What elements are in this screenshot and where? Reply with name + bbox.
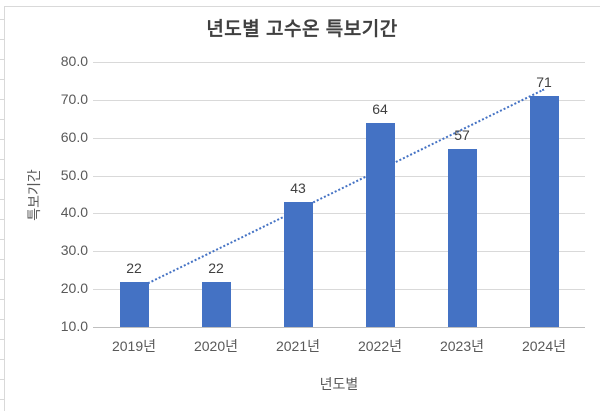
- gridline: [93, 62, 585, 63]
- x-tick-label: 2023년: [439, 338, 485, 354]
- x-tick-label: 2020년: [193, 338, 239, 354]
- x-tick-label: 2022년: [357, 338, 403, 354]
- y-tick-label: 70.0: [60, 90, 88, 107]
- data-label: 71: [536, 74, 552, 91]
- data-label: 22: [126, 259, 142, 276]
- gridline: [93, 213, 585, 215]
- gridline: [93, 137, 585, 139]
- chart-title: 년도별 고수온 특보기간: [206, 19, 398, 40]
- y-tick-label: 20.0: [60, 280, 88, 297]
- x-tick-label: 2024년: [521, 338, 567, 354]
- data-label: 57: [454, 127, 470, 144]
- bar-2019년: [119, 281, 149, 327]
- spreadsheet-rows-edge: [0, 0, 5, 411]
- y-tick-label: 10.0: [60, 318, 88, 334]
- gridline: [93, 175, 585, 177]
- y-tick-label: 80.0: [60, 53, 88, 69]
- y-tick-label: 60.0: [60, 128, 88, 145]
- bar-2023년: [447, 149, 477, 327]
- bar-2024년: [529, 96, 559, 327]
- y-tick-label: 30.0: [60, 242, 88, 259]
- x-axis-title: 년도별: [319, 376, 359, 392]
- data-label: 43: [290, 180, 306, 197]
- plot-area: 22 22 43 64 57 71: [93, 62, 585, 328]
- gridline: [93, 251, 585, 253]
- data-label: 22: [208, 259, 224, 276]
- gridline: [93, 289, 585, 291]
- y-tick-label: 50.0: [60, 166, 88, 183]
- x-tick-label: 2021년: [275, 338, 321, 354]
- bar-2022년: [365, 122, 395, 327]
- gridline: [93, 99, 585, 101]
- chart-area-border: [4, 6, 600, 411]
- bar-2020년: [201, 281, 231, 327]
- data-label: 64: [372, 100, 388, 117]
- bar-2021년: [283, 202, 313, 327]
- x-axis-line: [93, 327, 585, 328]
- y-tick-label: 40.0: [60, 204, 88, 221]
- x-tick-label: 2019년: [111, 338, 157, 354]
